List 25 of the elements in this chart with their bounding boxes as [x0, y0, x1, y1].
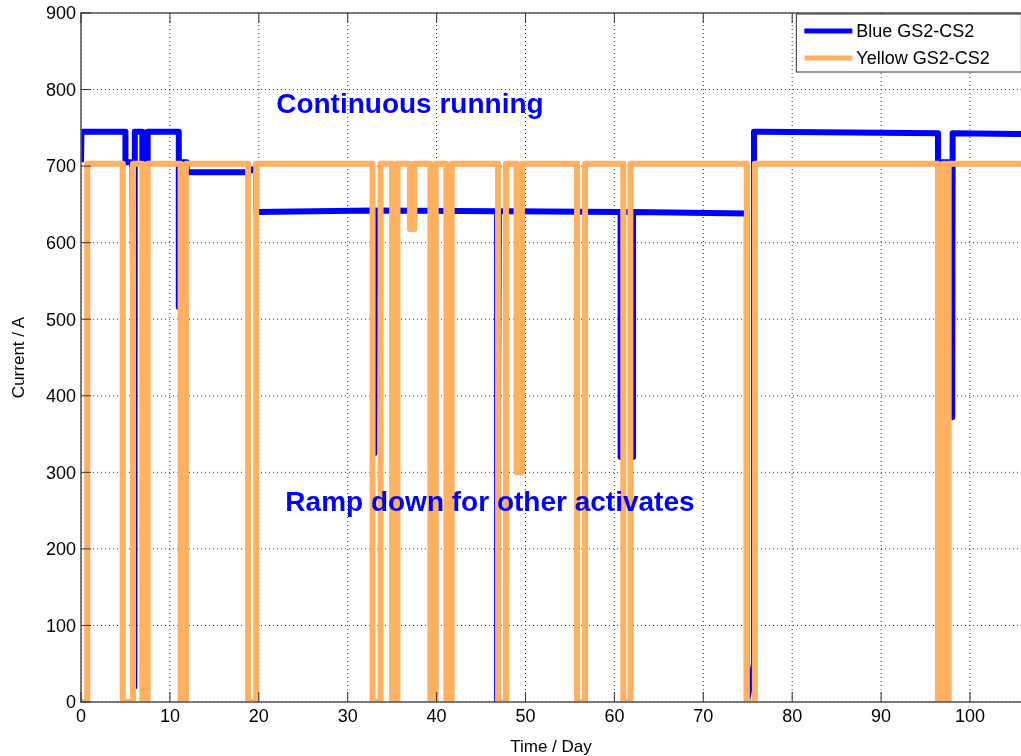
y-tick-label: 700 [45, 156, 76, 177]
x-axis-title: Time / Day [510, 737, 593, 756]
x-tick-label: 20 [248, 706, 269, 726]
y-tick-label: 900 [45, 3, 76, 24]
legend-label: Blue GS2-CS2 [856, 21, 975, 42]
x-tick-label: 10 [159, 706, 180, 726]
y-tick-label: 300 [45, 462, 76, 483]
x-tick-label: 100 [954, 706, 986, 726]
x-tick-label: 60 [604, 706, 625, 726]
y-tick-label: 400 [45, 386, 76, 407]
x-tick-label: 40 [426, 706, 447, 726]
x-tick-label: 70 [693, 706, 714, 726]
y-tick-label: 800 [45, 79, 76, 100]
y-tick-label: 600 [45, 232, 76, 253]
y-tick-label: 0 [65, 692, 76, 713]
legend-label: Yellow GS2-CS2 [856, 48, 990, 69]
y-axis-title: Current / A [9, 316, 28, 399]
x-tick-label: 90 [871, 706, 892, 726]
x-tick-label: 30 [337, 706, 358, 726]
y-tick-label: 500 [45, 309, 76, 330]
x-tick-label: 50 [515, 706, 536, 726]
y-tick-label: 200 [45, 539, 76, 560]
x-tick-label: 80 [782, 706, 803, 726]
annotation: Continuous running [276, 87, 544, 119]
y-tick-label: 100 [45, 615, 76, 636]
